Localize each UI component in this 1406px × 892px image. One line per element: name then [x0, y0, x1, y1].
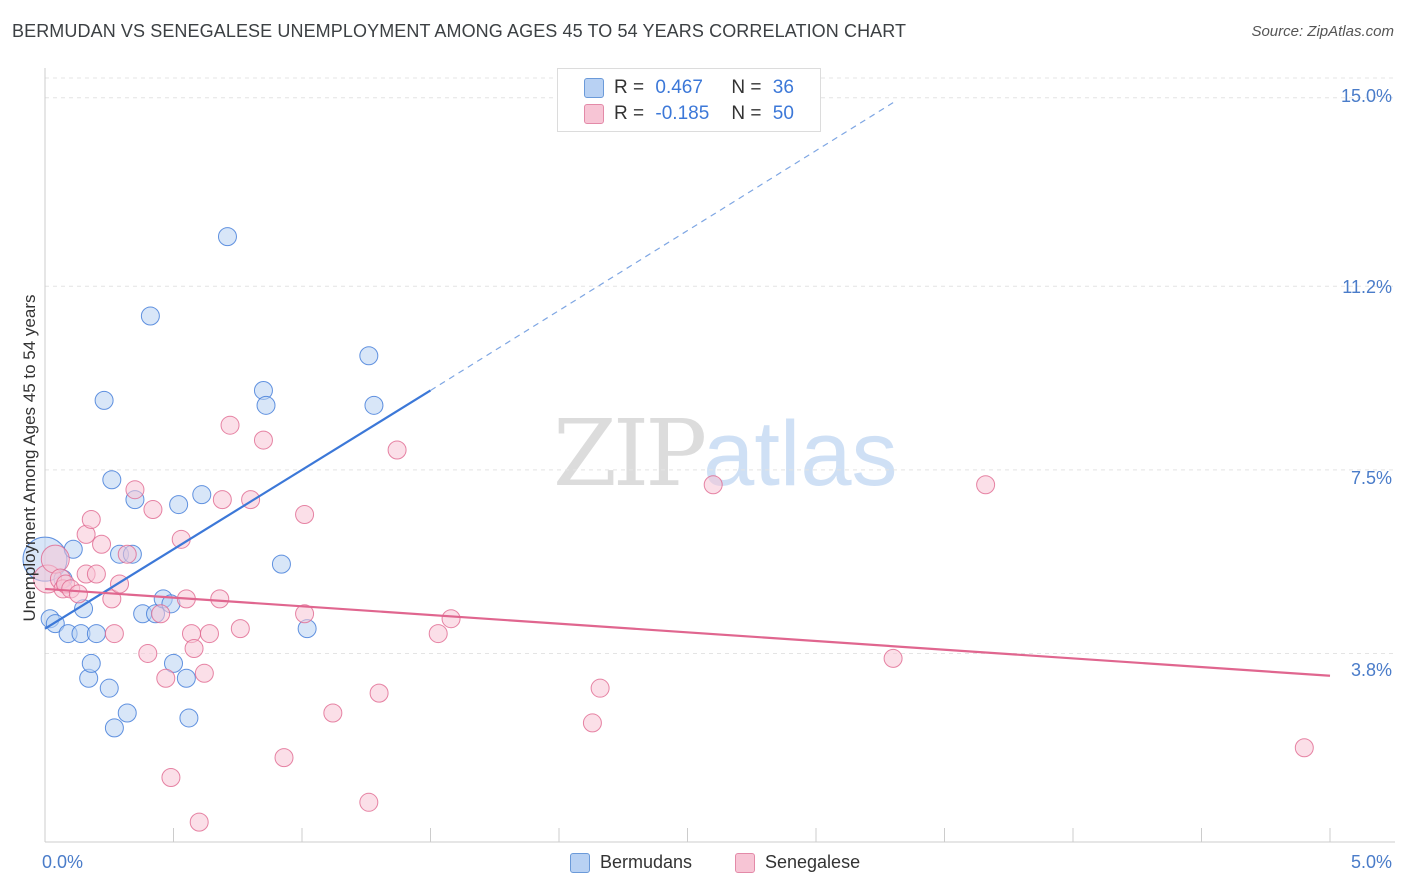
bermudans-point: [140, 306, 160, 326]
senegalese-point: [194, 663, 214, 683]
r-value: -0.185: [655, 103, 710, 124]
bermudans-point: [117, 703, 137, 723]
senegalese-point: [359, 792, 379, 812]
n-label: N =: [731, 77, 762, 98]
legend-row-bermudans: R = 0.467 N = 36: [584, 77, 794, 101]
y-tick-label: 7.5%: [1350, 468, 1392, 488]
senegalese-swatch: [584, 103, 604, 124]
senegalese-point: [582, 713, 602, 733]
senegalese-point: [441, 609, 461, 629]
n-label: N =: [731, 103, 762, 124]
senegalese-point: [428, 624, 448, 644]
bermudans-point: [271, 554, 291, 574]
senegalese-point: [125, 480, 145, 500]
senegalese-point: [184, 638, 204, 658]
senegalese-point: [68, 584, 88, 604]
senegalese-point: [81, 509, 101, 529]
watermark: ZIPatlas: [553, 400, 898, 507]
watermark-atlas: atlas: [703, 403, 898, 505]
senegalese-point: [387, 440, 407, 460]
senegalese-trend-line: [44, 587, 1331, 677]
chart-title: BERMUDAN VS SENEGALESE UNEMPLOYMENT AMON…: [12, 21, 907, 41]
bermudans-point: [217, 227, 237, 247]
legend-row-senegalese: R = -0.185 N = 50: [584, 103, 794, 127]
senegalese-point: [253, 430, 273, 450]
bermudans-point: [104, 718, 124, 738]
senegalese-point: [189, 812, 209, 832]
senegalese-point: [295, 505, 315, 525]
senegalese-point: [138, 643, 158, 663]
r-value: 0.467: [655, 77, 703, 98]
senegalese-point: [212, 490, 232, 510]
senegalese-point: [590, 678, 610, 698]
senegalese-point: [151, 604, 171, 624]
senegalese-point: [40, 544, 70, 574]
senegalese-point: [161, 767, 181, 787]
bermudans-point: [99, 678, 119, 698]
senegalese-point: [199, 624, 219, 644]
bermudans-trend-line: [44, 389, 432, 630]
bermudans-point: [192, 485, 212, 505]
x-tick-label: 0.0%: [42, 852, 84, 872]
y-axis-label: Unemployment Among Ages 45 to 54 years: [20, 294, 39, 622]
senegalese-point: [1294, 738, 1314, 758]
correlation-legend: R = 0.467 N = 36 R = -0.185 N = 50: [557, 68, 821, 132]
bermudans-point: [176, 668, 196, 688]
senegalese-point: [976, 475, 996, 495]
senegalese-point: [883, 648, 903, 668]
senegalese-point: [156, 668, 176, 688]
bermudans-point: [81, 653, 101, 673]
bermudans-point: [94, 390, 114, 410]
legend-label: Senegalese: [765, 852, 861, 872]
bermudans-point: [86, 624, 106, 644]
n-value: 36: [772, 77, 794, 98]
senegalese-point: [143, 500, 163, 520]
senegalese-point: [323, 703, 343, 723]
bermudans-point: [364, 395, 384, 415]
bermudans-swatch: [584, 77, 604, 98]
senegalese-point: [220, 415, 240, 435]
senegalese-point: [703, 475, 723, 495]
senegalese-point: [274, 748, 294, 768]
senegalese-point: [117, 544, 137, 564]
x-tick-label: 5.0%: [1350, 852, 1392, 872]
senegalese-point: [295, 604, 315, 624]
senegalese-point: [230, 619, 250, 639]
n-value: 50: [772, 103, 794, 124]
r-label: R =: [614, 77, 645, 98]
r-label: R =: [614, 103, 645, 124]
legend-item-bermudans[interactable]: Bermudans: [570, 852, 693, 874]
bermudans-point: [164, 653, 183, 673]
watermark-zip: ZIP: [553, 400, 707, 507]
legend-item-senegalese[interactable]: Senegalese: [735, 852, 861, 874]
bermudans-point: [359, 346, 379, 366]
bermudans-point: [169, 495, 189, 515]
y-tick-label: 3.8%: [1350, 660, 1392, 680]
y-tick-label: 11.2%: [1342, 277, 1392, 297]
series-legend: Bermudans Senegalese: [0, 852, 1406, 878]
bermudans-trend-extension: [430, 102, 894, 391]
senegalese-point: [86, 564, 106, 584]
senegalese-point: [92, 534, 112, 554]
senegalese-swatch: [735, 853, 755, 874]
senegalese-point: [210, 589, 230, 609]
bermudans-point: [102, 470, 122, 490]
senegalese-point: [104, 624, 124, 644]
legend-label: Bermudans: [600, 852, 693, 872]
bermudans-swatch: [570, 853, 590, 874]
source-label: Source: ZipAtlas.com: [1251, 23, 1394, 40]
y-tick-label: 15.0%: [1340, 86, 1392, 106]
bermudans-point: [256, 395, 276, 415]
senegalese-point: [369, 683, 389, 703]
bermudans-point: [179, 708, 199, 728]
